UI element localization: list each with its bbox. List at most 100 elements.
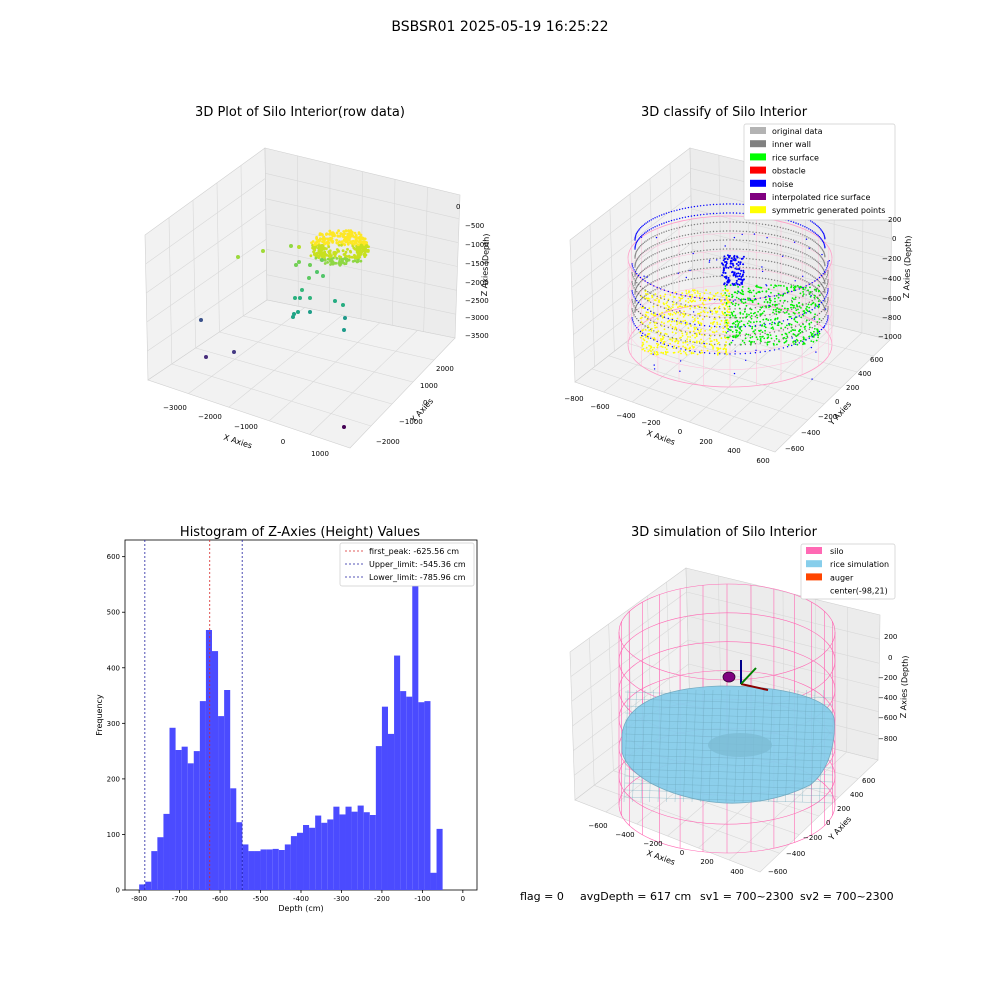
symmetric-point xyxy=(704,346,707,348)
wall-point xyxy=(813,231,815,233)
wall-point xyxy=(699,351,701,353)
wall-point xyxy=(647,221,649,223)
wall-point xyxy=(724,299,726,301)
data-point xyxy=(348,234,352,238)
rice-point xyxy=(742,298,745,301)
wall-point xyxy=(776,271,779,273)
wall-point xyxy=(668,247,670,250)
symmetric-point xyxy=(721,303,724,306)
wall-point xyxy=(703,267,705,270)
wall-point xyxy=(653,321,655,323)
wall-point xyxy=(739,344,741,346)
wall-point xyxy=(826,310,829,312)
wall-point xyxy=(826,303,828,305)
wall-point xyxy=(823,244,826,246)
wall-point xyxy=(806,227,808,229)
data-point xyxy=(347,238,351,242)
grid-line xyxy=(219,331,414,383)
wall-point xyxy=(818,245,820,247)
wall-point xyxy=(671,292,674,294)
hist-bar xyxy=(284,844,291,890)
wall-point xyxy=(681,253,684,255)
wall-point xyxy=(696,205,699,207)
wall-point xyxy=(673,219,675,221)
sim-xlabel: X Axies xyxy=(645,848,676,867)
grid-line xyxy=(195,347,393,405)
noise-point xyxy=(736,283,739,286)
symmetric-point xyxy=(647,350,650,353)
symmetric-point xyxy=(716,291,719,294)
wall-point xyxy=(813,249,815,251)
symmetric-point xyxy=(654,293,657,295)
rice-point xyxy=(816,329,819,332)
symmetric-point xyxy=(699,352,702,355)
wall-point xyxy=(631,292,634,294)
wall-point xyxy=(642,323,644,325)
rice-point xyxy=(802,336,805,339)
hist-bar xyxy=(345,806,352,890)
wall-point xyxy=(636,309,638,311)
rice-mesh xyxy=(793,689,799,803)
noise-point xyxy=(742,263,745,266)
hist-title: Histogram of Z-Axies (Height) Values xyxy=(180,525,420,540)
wall-point xyxy=(636,285,638,288)
wall-point xyxy=(814,325,816,327)
wall-point xyxy=(679,217,681,220)
noise-point xyxy=(788,323,790,325)
wall-point xyxy=(645,222,647,224)
wall-point xyxy=(791,308,793,311)
symmetric-point xyxy=(690,352,693,355)
symmetric-point xyxy=(712,346,715,348)
wall-point xyxy=(650,273,652,275)
wall-point xyxy=(663,285,665,287)
symmetric-point xyxy=(647,337,650,340)
wall-point xyxy=(699,223,702,225)
rice-point xyxy=(743,310,746,313)
symmetric-point xyxy=(654,324,656,327)
data-point xyxy=(342,253,346,256)
data-point xyxy=(311,246,315,250)
raw-ztick: −2000 xyxy=(465,279,489,287)
noise-point xyxy=(828,260,830,262)
wall-point xyxy=(776,226,779,228)
wall-point xyxy=(641,270,643,273)
data-point xyxy=(339,232,343,235)
wall-point xyxy=(663,316,666,318)
hist-bar xyxy=(436,828,443,890)
data-point xyxy=(350,241,353,245)
rice-point xyxy=(740,325,743,328)
wall-point xyxy=(673,282,675,284)
wall-point xyxy=(795,258,797,260)
wall-point xyxy=(660,297,662,299)
wall-point xyxy=(640,263,642,265)
wall-point xyxy=(668,283,670,286)
rice-point xyxy=(818,305,820,308)
data-point xyxy=(326,237,330,241)
wall-point xyxy=(689,350,691,352)
hist-bar xyxy=(400,691,407,890)
wall-point xyxy=(827,317,829,319)
rice-point xyxy=(767,319,770,321)
hist-bar xyxy=(290,836,297,890)
wall-point xyxy=(797,232,799,234)
wall-point xyxy=(696,277,699,279)
symmetric-point xyxy=(648,329,651,331)
wall-point xyxy=(726,257,728,259)
wall-point xyxy=(675,302,678,304)
wall-point xyxy=(797,277,799,279)
wall-point xyxy=(703,307,706,309)
symmetric-point xyxy=(679,297,682,300)
wall-point xyxy=(791,344,793,347)
wall-point xyxy=(687,269,690,272)
wall-point xyxy=(726,248,728,250)
rice-mesh xyxy=(802,689,807,803)
wall-point xyxy=(782,245,784,247)
data-point xyxy=(323,238,326,242)
wall-point xyxy=(770,251,773,254)
footer-stats: flag = 0 avgDepth = 617 cm sv1 = 700~230… xyxy=(520,890,894,903)
symmetric-point xyxy=(725,289,727,292)
wall-point xyxy=(770,278,773,281)
raw-zlabel: Z Axies (Depth) xyxy=(480,233,491,296)
rice-point xyxy=(780,327,782,330)
wall-point xyxy=(709,240,711,242)
